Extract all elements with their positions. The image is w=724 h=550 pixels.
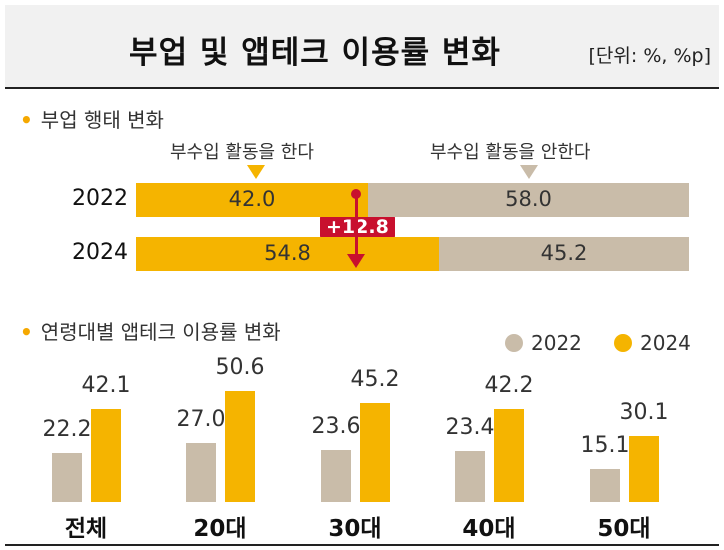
bar-value-label: 58.0 <box>505 187 552 211</box>
callout-do: 부수입 활동을 한다 <box>170 142 314 163</box>
legend-swatch <box>505 334 523 352</box>
bar-value-label: 45.2 <box>350 367 400 392</box>
bar-do <box>136 237 439 271</box>
legend-item: 2024 <box>614 331 691 355</box>
unit-label: [단위: %, %p] <box>588 45 711 67</box>
bar-value-label: 30.1 <box>619 400 669 425</box>
bar-value-label: 50.6 <box>215 355 265 380</box>
category-label: 전체 <box>64 516 108 542</box>
year-label: 2022 <box>72 186 128 211</box>
legend-item: 2022 <box>505 331 582 355</box>
section-apptech: • 연령대별 앱테크 이용률 변화 <box>20 316 281 345</box>
section-side-job: • 부업 행태 변화 <box>20 104 164 133</box>
bar-2022 <box>321 450 351 502</box>
bar-value-label: 27.0 <box>176 407 226 432</box>
bar-do <box>136 183 368 217</box>
bar-value-label: 23.4 <box>445 415 495 440</box>
bar-value-label: 45.2 <box>540 241 588 265</box>
down-triangle-gray-icon <box>520 165 538 179</box>
bar-2024 <box>91 409 121 502</box>
legend-label: 2024 <box>640 331 691 355</box>
legend-swatch <box>614 334 632 352</box>
bar-value-label: 42.2 <box>484 373 534 398</box>
bar-value-label: 54.8 <box>264 241 311 265</box>
bar-value-label: 15.1 <box>580 433 630 458</box>
bar-value-label: 42.0 <box>228 187 276 211</box>
bar-dont <box>368 183 689 217</box>
category-label: 50대 <box>597 516 651 542</box>
bar-2022 <box>455 451 485 502</box>
year-label: 2024 <box>72 240 128 265</box>
bar-value-label: 22.2 <box>42 417 92 442</box>
category-label: 20대 <box>193 516 247 542</box>
page-title: 부업 및 앱테크 이용률 변화 <box>129 35 501 71</box>
section-side-job-label: 부업 행태 변화 <box>40 108 164 132</box>
category-label: 30대 <box>328 516 382 542</box>
bullet-icon: • <box>20 108 33 132</box>
section-apptech-label: 연령대별 앱테크 이용률 변화 <box>40 320 281 344</box>
change-arrow-icon <box>347 254 365 268</box>
bar-2024 <box>360 403 390 502</box>
callout-dont: 부수입 활동을 안한다 <box>430 142 591 163</box>
bullet-icon: • <box>20 320 33 344</box>
bar-dont <box>439 237 689 271</box>
category-label: 40대 <box>462 516 516 542</box>
bottom-rule <box>5 544 719 546</box>
bar-2024 <box>494 409 524 502</box>
down-triangle-gold-icon <box>247 165 265 179</box>
bar-2022 <box>590 469 620 502</box>
bar-value-label: 23.6 <box>311 414 361 439</box>
change-marker-line <box>355 197 358 255</box>
header: 부업 및 앱테크 이용률 변화 [단위: %, %p] <box>5 5 719 89</box>
bar-2024 <box>225 391 255 502</box>
bar-2022 <box>52 453 82 502</box>
bar-value-label: 42.1 <box>81 373 131 398</box>
bar-2022 <box>186 443 216 502</box>
legend-label: 2022 <box>531 331 582 355</box>
bar-2024 <box>629 436 659 502</box>
change-marker-dot <box>351 189 361 199</box>
